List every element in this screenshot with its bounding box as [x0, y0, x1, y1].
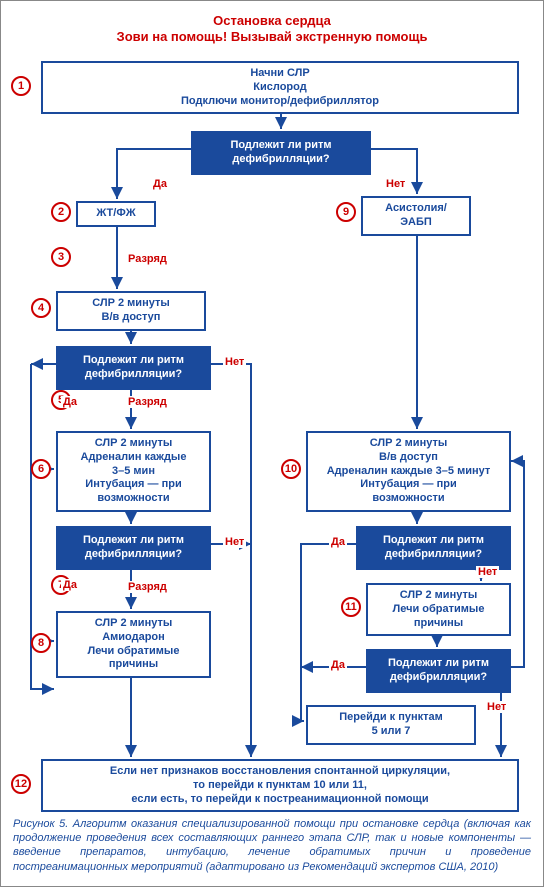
edge-label: Разряд [126, 581, 169, 593]
node-text: Адреналин каждые 3–5 минут [314, 465, 503, 479]
node-text: Подлежит ли ритм [66, 354, 201, 368]
node-text: 3–5 мин [64, 465, 203, 479]
node-n6: Подлежит ли ритмдефибрилляции? [56, 346, 211, 390]
flowchart-canvas: Остановка сердца Зови на помощь! Вызывай… [0, 0, 544, 887]
edge-label: Разряд [126, 396, 169, 408]
edge-label: Нет [485, 701, 508, 713]
step-circle-6: 6 [31, 459, 51, 479]
title-line1: Остановка сердца [1, 13, 543, 29]
node-text: дефибрилляции? [201, 153, 361, 167]
node-text: Асистолия/ [369, 202, 463, 216]
node-n11: Подлежит ли ритмдефибрилляции? [356, 526, 511, 570]
node-n14: Перейди к пунктам5 или 7 [306, 705, 476, 745]
edge-label: Да [61, 396, 79, 408]
node-text: возможности [64, 492, 203, 506]
node-text: то перейди к пунктам 10 или 11, [49, 779, 511, 793]
edge-label: Нет [223, 356, 246, 368]
step-circle-3: 3 [51, 247, 71, 267]
node-text: Подлежит ли ритм [66, 534, 201, 548]
node-n15: Если нет признаков восстановления спонта… [41, 759, 519, 812]
node-text: Интубация — при [64, 478, 203, 492]
step-circle-9: 9 [336, 202, 356, 222]
edge-label: Нет [384, 178, 407, 190]
node-text: если есть, то перейди к постреанимационн… [49, 793, 511, 807]
node-text: Подлежит ли ритм [366, 534, 501, 548]
node-n5: СЛР 2 минутыВ/в доступ [56, 291, 206, 331]
node-text: ЖТ/ФЖ [84, 207, 148, 221]
title: Остановка сердца Зови на помощь! Вызывай… [1, 13, 543, 46]
node-text: дефибрилляции? [366, 548, 501, 562]
step-circle-4: 4 [31, 298, 51, 318]
node-text: Интубация — при [314, 478, 503, 492]
node-text: Начни СЛР [49, 67, 511, 81]
node-text: дефибрилляции? [376, 671, 501, 685]
connector [211, 364, 251, 757]
title-line2: Зови на помощь! Вызывай экстренную помощ… [1, 29, 543, 45]
node-text: Лечи обратимые [374, 603, 503, 617]
node-text: Подключи монитор/дефибриллятор [49, 95, 511, 109]
edge-label: Да [329, 659, 347, 671]
node-text: Амиодарон [64, 631, 203, 645]
edge-label: Нет [223, 536, 246, 548]
node-n9: СЛР 2 минутыАмиодаронЛечи обратимыепричи… [56, 611, 211, 678]
node-n1: Начни СЛРКислородПодключи монитор/дефибр… [41, 61, 519, 114]
node-n13: Подлежит ли ритмдефибрилляции? [366, 649, 511, 693]
connector [301, 544, 356, 721]
node-text: Подлежит ли ритм [376, 657, 501, 671]
node-text: дефибрилляции? [66, 548, 201, 562]
node-text: 5 или 7 [314, 725, 468, 739]
node-n4: Асистолия/ЭАБП [361, 196, 471, 236]
node-text: дефибрилляции? [66, 368, 201, 382]
step-circle-1: 1 [11, 76, 31, 96]
step-circle-10: 10 [281, 459, 301, 479]
step-circle-8: 8 [31, 633, 51, 653]
edge-label: Да [151, 178, 169, 190]
node-text: Кислород [49, 81, 511, 95]
edge-label: Разряд [126, 253, 169, 265]
figure-caption: Рисунок 5. Алгоритм оказания специализир… [13, 817, 531, 874]
node-text: СЛР 2 минуты [314, 437, 503, 451]
node-text: Лечи обратимые [64, 645, 203, 659]
node-text: СЛР 2 минуты [374, 589, 503, 603]
node-text: Если нет признаков восстановления спонта… [49, 765, 511, 779]
node-text: Перейди к пунктам [314, 711, 468, 725]
node-text: причины [64, 658, 203, 672]
node-n12: СЛР 2 минутыЛечи обратимыепричины [366, 583, 511, 636]
node-text: СЛР 2 минуты [64, 437, 203, 451]
node-text: СЛР 2 минуты [64, 297, 198, 311]
node-n7: СЛР 2 минутыАдреналин каждые3–5 минИнтуб… [56, 431, 211, 512]
connector [117, 149, 191, 199]
connector [511, 461, 524, 667]
edge-label: Нет [476, 566, 499, 578]
node-n2: Подлежит ли ритмдефибрилляции? [191, 131, 371, 175]
edge-label: Да [61, 579, 79, 591]
node-text: В/в доступ [64, 311, 198, 325]
node-text: СЛР 2 минуты [64, 617, 203, 631]
node-n3: ЖТ/ФЖ [76, 201, 156, 227]
node-n10: СЛР 2 минутыВ/в доступАдреналин каждые 3… [306, 431, 511, 512]
edge-label: Да [329, 536, 347, 548]
step-circle-12: 12 [11, 774, 31, 794]
node-text: возможности [314, 492, 503, 506]
node-text: причины [374, 617, 503, 631]
node-text: ЭАБП [369, 216, 463, 230]
step-circle-2: 2 [51, 202, 71, 222]
node-text: Подлежит ли ритм [201, 139, 361, 153]
node-text: В/в доступ [314, 451, 503, 465]
node-n8: Подлежит ли ритмдефибрилляции? [56, 526, 211, 570]
node-text: Адреналин каждые [64, 451, 203, 465]
step-circle-11: 11 [341, 597, 361, 617]
